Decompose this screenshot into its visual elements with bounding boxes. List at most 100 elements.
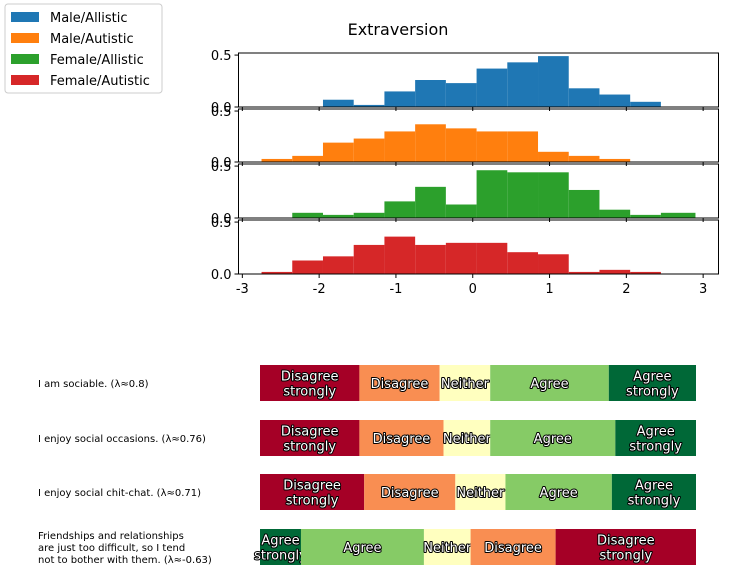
segment-label: strongly: [628, 494, 681, 509]
histogram-bar: [322, 214, 354, 218]
segment-agree: [300, 529, 424, 565]
panel-female-autistic: 0.0 0.5: [211, 216, 719, 283]
segment-label: Agree: [635, 479, 673, 494]
histogram-bar: [476, 170, 508, 218]
segment-label: Disagree: [281, 370, 339, 385]
segment-disagree: [359, 365, 440, 401]
panel-female-allistic: 0.0 0.5: [211, 160, 719, 227]
legend: Male/Allistic Male/Autistic Female/Allisti…: [4, 3, 163, 94]
histogram-bar: [568, 155, 600, 162]
axes-frame: [238, 163, 719, 219]
x-tick-label: 2: [622, 282, 630, 297]
histogram-bar: [630, 101, 661, 107]
segment-label: Agree: [633, 370, 671, 385]
segment-label: Agree: [540, 486, 578, 501]
segment-agree-strongly: [260, 529, 301, 565]
y-tick-label: 0.0: [211, 268, 232, 283]
segment-disagree-strongly: [260, 420, 360, 456]
histogram-bar: [384, 91, 416, 107]
segment-disagree: [364, 474, 456, 510]
segment-neither: [443, 420, 491, 456]
segment-label: Disagree: [373, 432, 431, 447]
x-tick-label: -2: [313, 282, 326, 297]
segment-label: Disagree: [371, 377, 429, 392]
histogram-bar: [415, 244, 446, 274]
x-tick-label: -3: [236, 282, 249, 297]
histogram-bar: [292, 212, 323, 218]
axes-frame: [238, 52, 719, 108]
item-label: are just too difficult, so I tend: [38, 543, 185, 554]
histogram-bar: [353, 244, 385, 274]
histogram-bar: [476, 242, 508, 274]
segment-label: strongly: [286, 494, 339, 509]
chart-title: Extraversion: [348, 20, 449, 39]
segment-agree-strongly: [611, 474, 696, 510]
x-tick-label: -1: [389, 282, 402, 297]
panel-male-autistic: 0.0 0.5: [211, 105, 719, 171]
histogram-bar: [568, 88, 600, 107]
histogram-bar: [507, 172, 539, 218]
segment-label: Neither: [423, 541, 472, 556]
likert-row: I enjoy social occasions. (λ≈0.76) Disagr…: [38, 420, 696, 456]
segment-disagree-strongly: [555, 529, 696, 565]
segment-disagree: [470, 529, 556, 565]
histogram-bar: [415, 80, 446, 107]
legend-label: Female/Autistic: [50, 74, 150, 89]
histogram-bar: [415, 186, 446, 218]
segment-label: Disagree: [484, 541, 542, 556]
histogram-bar: [261, 271, 293, 274]
segment-disagree-strongly: [260, 474, 365, 510]
legend-swatch: [11, 75, 39, 85]
histogram-bar: [599, 94, 631, 107]
histogram-bar: [292, 260, 323, 274]
segment-label: Agree: [534, 432, 572, 447]
y-tick-label: 0.5: [211, 105, 232, 120]
histogram-bar: [630, 271, 661, 274]
histogram-bar: [538, 151, 569, 162]
histogram-panels: 0.00.50.00.50.00.50.00.5-3 -2 -1 0 1 2 3: [211, 49, 719, 297]
histogram-bar: [538, 56, 569, 107]
legend-label: Male/Autistic: [50, 32, 134, 47]
histogram-bar: [384, 201, 416, 218]
segment-label: strongly: [599, 549, 652, 564]
histogram-bar: [507, 62, 539, 107]
y-tick-label: 0.5: [211, 49, 232, 64]
histogram-bar: [292, 155, 323, 162]
segment-agree-strongly: [615, 420, 696, 456]
likert-row: I enjoy social chit-chat. (λ≈0.71) Disagr…: [38, 474, 696, 510]
segment-label: Disagree: [381, 486, 439, 501]
segment-label: strongly: [626, 385, 679, 400]
y-tick-label: 0.0: [211, 212, 232, 227]
segment-agree: [490, 365, 609, 401]
histogram-bar: [599, 269, 631, 274]
segment-label: strongly: [254, 549, 307, 564]
item-label: not to bother with them. (λ≈-0.63): [38, 555, 212, 566]
axes-frame: [238, 219, 719, 275]
segment-label: strongly: [629, 440, 682, 455]
segment-label: Disagree: [281, 425, 339, 440]
histogram-bar: [507, 131, 539, 162]
legend-frame: [4, 3, 163, 94]
segment-agree-strongly: [608, 365, 696, 401]
item-label: I enjoy social chit-chat. (λ≈0.71): [38, 488, 201, 499]
item-label: I enjoy social occasions. (λ≈0.76): [38, 434, 206, 445]
histogram-bar: [353, 212, 385, 218]
segment-label: Neither: [441, 377, 490, 392]
y-tick-label: 0.5: [211, 216, 232, 231]
segment-agree: [505, 474, 612, 510]
histogram-bar: [261, 158, 293, 162]
histogram-bar: [538, 172, 569, 218]
segment-neither: [455, 474, 506, 510]
segment-disagree: [359, 420, 444, 456]
legend-swatch: [11, 54, 39, 64]
histogram-bar: [538, 254, 569, 274]
legend-label: Female/Allistic: [50, 53, 144, 68]
histogram-bar: [445, 242, 477, 274]
histogram-bar: [630, 214, 661, 218]
segment-label: Agree: [343, 541, 381, 556]
histogram-bar: [599, 209, 631, 218]
x-tick-label: 1: [545, 282, 553, 297]
